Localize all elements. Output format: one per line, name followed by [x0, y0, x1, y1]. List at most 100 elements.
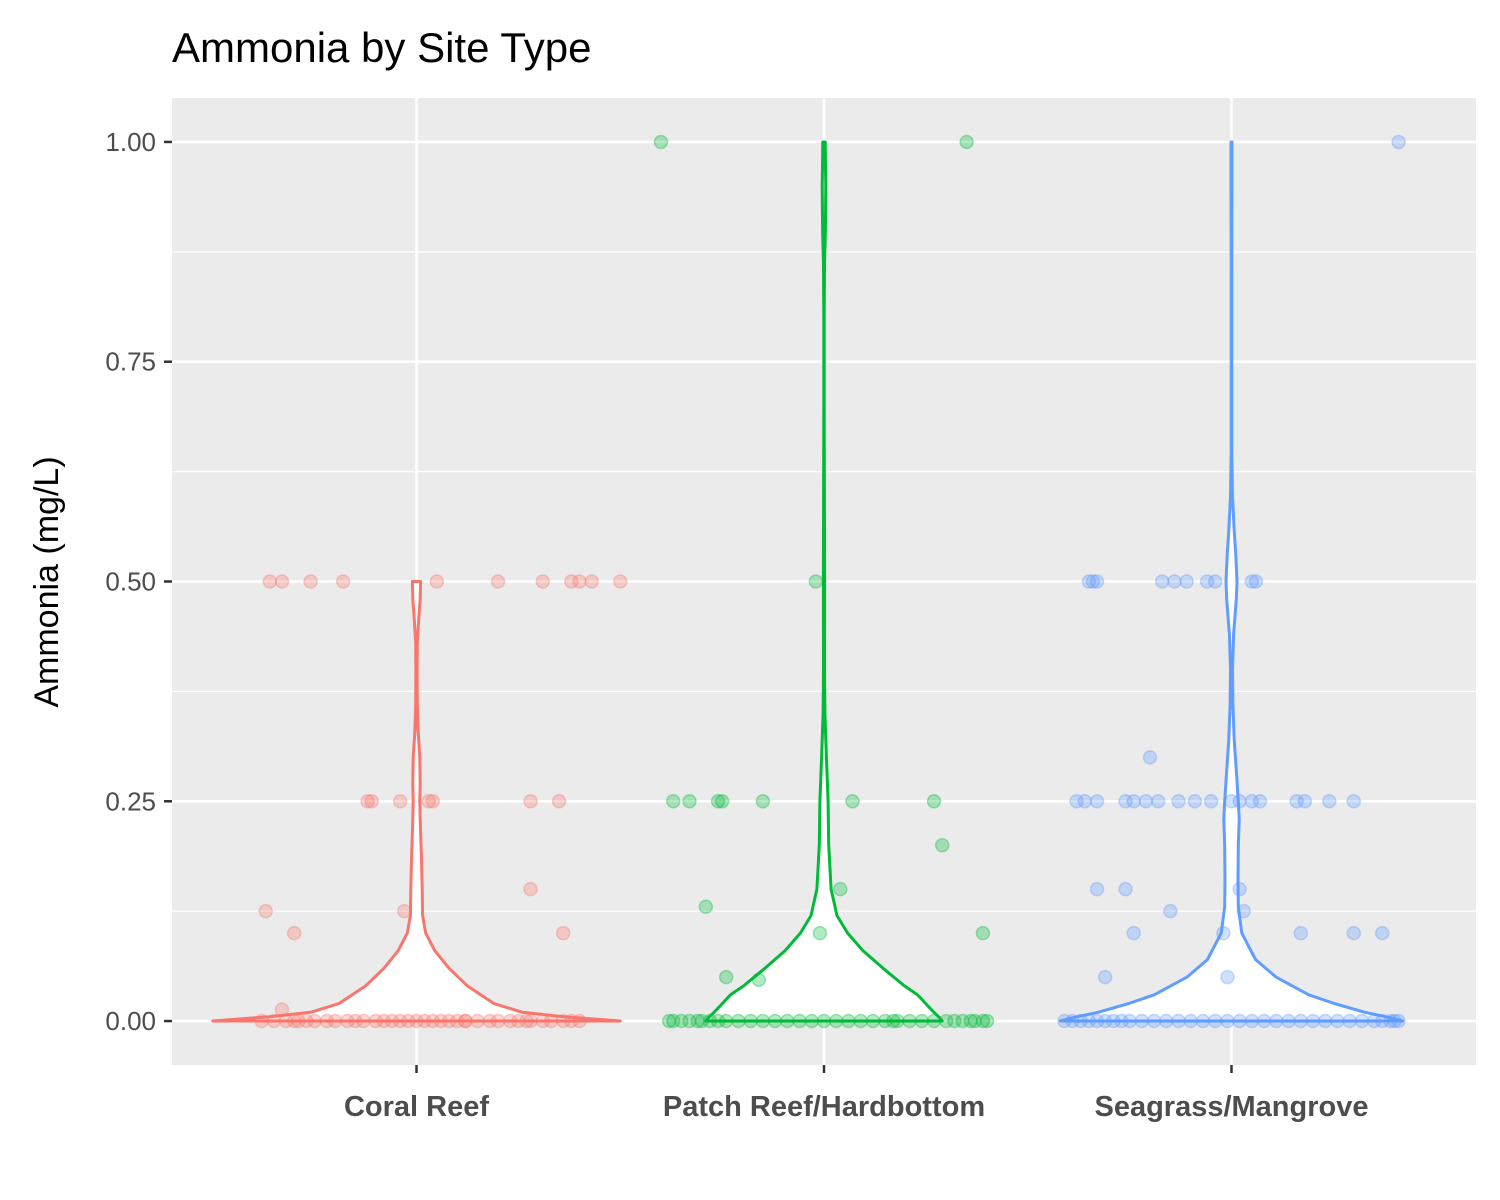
data-point [804, 1013, 820, 1029]
data-point [274, 574, 290, 589]
data-point [755, 794, 771, 809]
data-point [890, 1013, 905, 1029]
data-point [1171, 794, 1186, 809]
y-tick-label: 0.25 [105, 786, 156, 816]
data-point [392, 1013, 408, 1029]
data-point [718, 1013, 734, 1029]
data-point [731, 1013, 746, 1029]
data-point [584, 574, 599, 589]
data-point [975, 1013, 991, 1029]
x-tick-label: Seagrass/Mangrove [1094, 1091, 1368, 1123]
data-point [1142, 750, 1158, 765]
data-point [425, 1013, 441, 1029]
data-point [348, 1013, 363, 1029]
data-point [926, 1013, 942, 1029]
data-point [254, 1013, 269, 1029]
data-point [1207, 574, 1223, 589]
data-point [1244, 1013, 1260, 1029]
data-point [1146, 1013, 1162, 1029]
data-point [1305, 1013, 1321, 1029]
data-point [1256, 1013, 1272, 1029]
data-point [258, 903, 273, 919]
data-point [902, 1013, 917, 1029]
data-point [808, 574, 824, 589]
data-point [490, 1013, 506, 1029]
data-point [718, 969, 734, 985]
data-point [1289, 794, 1304, 809]
data-point [555, 925, 571, 941]
data-point [572, 574, 587, 589]
data-point [335, 574, 351, 589]
violin-seagrass-mangrove [1058, 140, 1405, 1023]
data-point [1232, 1013, 1247, 1029]
data-point [1122, 1013, 1137, 1029]
data-point [287, 1013, 302, 1029]
data-point [572, 1013, 587, 1029]
data-point [1089, 574, 1105, 589]
data-point [665, 794, 681, 809]
data-point [674, 1013, 689, 1029]
jittered-points [254, 134, 1406, 1029]
data-point [1159, 1013, 1174, 1029]
data-point [441, 1013, 457, 1029]
data-point [1065, 1013, 1080, 1029]
data-point [1207, 1013, 1223, 1029]
data-point [1244, 794, 1260, 809]
data-point [698, 899, 714, 915]
data-point [1081, 1013, 1097, 1029]
data-point [710, 794, 726, 809]
data-point [356, 1013, 371, 1029]
data-point [959, 134, 974, 150]
data-point [1106, 1013, 1121, 1029]
data-point [450, 1013, 465, 1029]
data-point [792, 1013, 807, 1029]
data-point [397, 903, 412, 919]
data-point [274, 1002, 290, 1017]
data-point [266, 1013, 282, 1029]
data-point [828, 1013, 844, 1029]
data-point [482, 1013, 498, 1029]
data-point [429, 574, 445, 589]
data-point [1073, 1013, 1088, 1029]
data-point [1375, 1013, 1390, 1029]
data-point [364, 794, 379, 809]
data-point [1118, 794, 1133, 809]
data-point [1346, 925, 1361, 941]
data-point [1220, 969, 1235, 985]
data-point [877, 1013, 893, 1029]
data-point [551, 794, 567, 809]
data-point [1085, 574, 1101, 589]
data-point [1220, 1013, 1235, 1029]
data-point [409, 1013, 424, 1029]
data-point [1354, 1013, 1370, 1029]
data-point [865, 1013, 881, 1029]
data-point [523, 1013, 538, 1029]
data-point [743, 1013, 758, 1029]
data-point [327, 1013, 343, 1029]
data-point [319, 1013, 335, 1029]
data-point [421, 794, 436, 809]
data-point [1297, 794, 1313, 809]
data-point [1391, 1013, 1406, 1029]
data-point [1057, 1013, 1072, 1029]
data-point [939, 1013, 954, 1029]
data-point [702, 1013, 718, 1029]
data-point [661, 1013, 677, 1029]
data-point [682, 794, 697, 809]
data-point [767, 1013, 783, 1029]
data-point [303, 574, 318, 589]
y-axis-label: Ammonia (mg/L) [28, 456, 66, 707]
data-point [926, 794, 942, 809]
data-point [417, 1013, 432, 1029]
data-point [947, 1013, 962, 1029]
data-point [963, 1013, 978, 1029]
violin-patch-reef-hardbottom [704, 140, 944, 1023]
data-point [535, 1013, 551, 1029]
data-point [780, 1013, 795, 1029]
data-point [853, 1013, 868, 1029]
data-point [690, 1013, 705, 1029]
data-point [1199, 574, 1215, 589]
data-point [1236, 903, 1251, 919]
data-point [1154, 574, 1170, 589]
